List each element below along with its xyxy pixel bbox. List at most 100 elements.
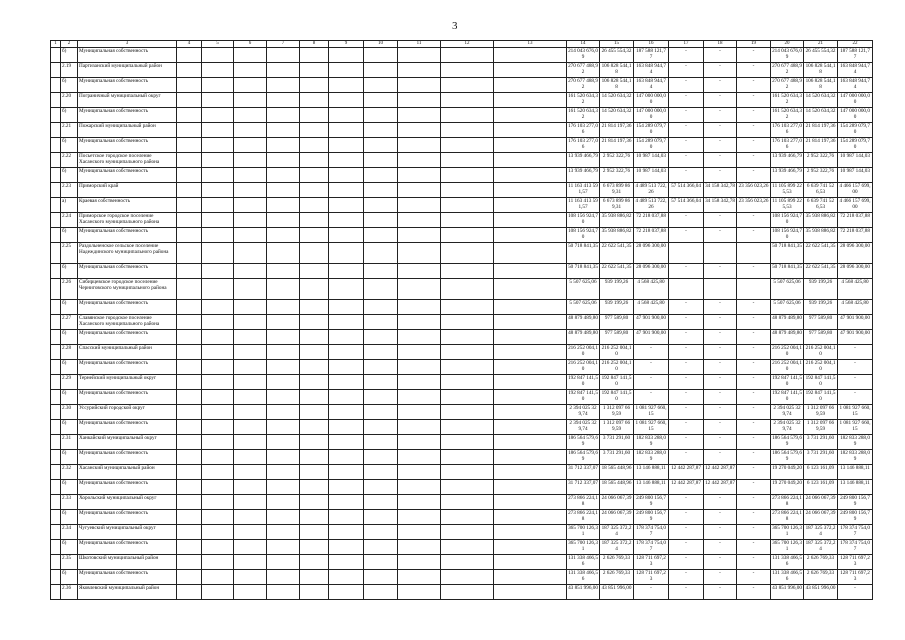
cell-empty	[201, 263, 234, 279]
value-col-17: -	[668, 539, 704, 555]
cell-empty	[397, 464, 441, 480]
value-col-15: 6 673 899 869,31	[599, 182, 634, 198]
row-number: 2.22	[60, 152, 78, 168]
cell-empty	[328, 479, 364, 495]
row-name: Хорольский муниципальный округ	[77, 494, 177, 510]
cell-empty	[363, 227, 398, 243]
cell-empty	[176, 227, 202, 243]
cell-empty	[233, 539, 267, 555]
value-col-21: 6 123 161,09	[803, 464, 838, 480]
row-name: Тернейский муниципальный округ	[77, 374, 177, 390]
row-name: Спасский муниципальный район	[77, 344, 177, 360]
row-name: Раздольненское сельское поселение Надежд…	[77, 242, 177, 264]
row-number: 2.28	[60, 344, 78, 360]
cell-empty	[328, 299, 364, 315]
row-number: б)	[60, 167, 78, 183]
cell-empty	[266, 92, 300, 108]
value-col-17: -	[668, 212, 704, 228]
row-name: Муниципальная собственность	[77, 107, 177, 123]
cell-empty	[266, 167, 300, 183]
cell-empty	[363, 212, 398, 228]
cell-empty	[363, 524, 398, 540]
row-number: 2.36	[60, 584, 78, 600]
value-col-22: 178 374 754,07	[837, 524, 873, 540]
value-col-15: 14 520 634,32	[599, 92, 634, 108]
row-name: Муниципальная собственность	[77, 389, 177, 405]
value-col-14: 176 103 277,06	[566, 137, 600, 153]
value-col-17: 57 514 366,04	[668, 197, 704, 213]
cell-empty	[201, 278, 234, 300]
value-col-22: 249 800 156,79	[837, 509, 873, 525]
value-col-18: -	[703, 212, 737, 228]
row-name: Хасанский муниципальный район	[77, 464, 177, 480]
table-row: 2.32 Хасанский муниципальный район 31 712 …	[50, 464, 873, 480]
column-header-14: 14	[566, 40, 600, 48]
row-number: 2.29	[60, 374, 78, 390]
cell-empty	[299, 107, 329, 123]
cell-empty	[299, 554, 329, 570]
cell-empty	[397, 479, 441, 495]
cell-empty	[50, 62, 61, 78]
value-col-20: 50 718 841,35	[770, 242, 804, 264]
column-header-19: 19	[736, 40, 771, 48]
value-col-20: 273 866 224,18	[770, 509, 804, 525]
table-row: б) Муниципальная собственность 31 712 337,…	[50, 479, 873, 495]
cell-empty	[397, 107, 441, 123]
row-number: 2.24	[60, 212, 78, 228]
row-number: 2.34	[60, 524, 78, 540]
cell-empty	[50, 539, 61, 555]
row-name: Муниципальная собственность	[77, 569, 177, 585]
cell-empty	[440, 227, 494, 243]
cell-empty	[397, 584, 441, 600]
value-col-19: -	[736, 449, 771, 465]
cell-empty	[233, 77, 267, 93]
cell-empty	[328, 47, 364, 63]
cell-empty	[299, 167, 329, 183]
row-number: б)	[60, 137, 78, 153]
value-col-17: -	[668, 47, 704, 63]
value-col-15: 2 952 322,76	[599, 152, 634, 168]
cell-empty	[363, 197, 398, 213]
column-header-5: 5	[201, 40, 234, 48]
value-col-18: 12 442 287,87	[703, 479, 737, 495]
cell-empty	[233, 212, 267, 228]
cell-empty	[233, 374, 267, 390]
table-row: б) Муниципальная собственность 5 507 625,0…	[50, 299, 873, 315]
table-row: б) Муниципальная собственность 131 338 466…	[50, 569, 873, 585]
cell-empty	[363, 374, 398, 390]
cell-empty	[176, 152, 202, 168]
value-col-18: 34 158 342,78	[703, 182, 737, 198]
cell-empty	[266, 122, 300, 138]
cell-empty	[50, 584, 61, 600]
cell-empty	[440, 569, 494, 585]
value-col-17: -	[668, 314, 704, 330]
value-col-16: 47 901 900,00	[633, 329, 669, 345]
value-col-18	[703, 242, 737, 264]
cell-empty	[363, 419, 398, 435]
value-col-20: 48 879 489,80	[770, 329, 804, 345]
column-header-6: 6	[233, 40, 267, 48]
value-col-14: 43 851 996,00	[566, 584, 600, 600]
value-col-21: 21 814 197,36	[803, 122, 838, 138]
cell-empty	[440, 554, 494, 570]
cell-empty	[440, 107, 494, 123]
value-col-16: 154 289 079,70	[633, 137, 669, 153]
value-col-22: 47 901 900,00	[837, 329, 873, 345]
value-col-21: 3 731 291,60	[803, 449, 838, 465]
cell-empty	[266, 509, 300, 525]
cell-empty	[363, 122, 398, 138]
value-col-19: -	[736, 77, 771, 93]
cell-empty	[440, 539, 494, 555]
row-name: Сибирцевское городское поселение Черниго…	[77, 278, 177, 300]
cell-empty	[50, 278, 61, 300]
value-col-17: -	[668, 434, 704, 450]
cell-empty	[440, 584, 494, 600]
value-col-15: 939 199,26	[599, 299, 634, 315]
cell-empty	[176, 137, 202, 153]
value-col-15: 1 312 097 669,59	[599, 404, 634, 420]
value-col-16: 249 800 156,79	[633, 509, 669, 525]
column-header-18: 18	[703, 40, 737, 48]
cell-empty	[299, 404, 329, 420]
cell-empty	[328, 107, 364, 123]
value-col-20: 161 520 634,32	[770, 92, 804, 108]
